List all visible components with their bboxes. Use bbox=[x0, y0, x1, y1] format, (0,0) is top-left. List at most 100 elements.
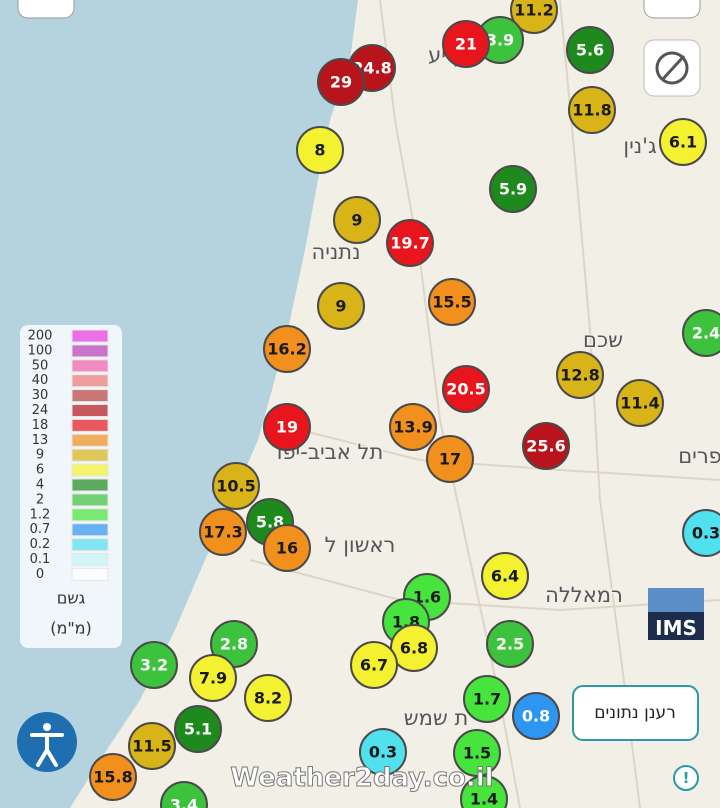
station-value: 25.6 bbox=[526, 437, 565, 456]
station-value: 29 bbox=[330, 73, 352, 92]
legend-swatch bbox=[71, 374, 109, 388]
station-marker bbox=[244, 674, 292, 722]
station-value: 11.5 bbox=[132, 737, 171, 756]
station-value: 2.5 bbox=[496, 635, 524, 654]
legend-swatch bbox=[71, 463, 109, 477]
legend-swatch bbox=[71, 433, 109, 447]
station-value: 17.3 bbox=[203, 523, 242, 542]
station-marker bbox=[426, 435, 474, 483]
station-marker bbox=[333, 196, 381, 244]
station-marker bbox=[442, 20, 490, 68]
station-marker bbox=[89, 753, 137, 801]
station-marker bbox=[522, 422, 570, 470]
station-marker bbox=[616, 379, 664, 427]
station-value: 9 bbox=[335, 297, 346, 316]
station-marker bbox=[359, 728, 407, 776]
station-value: 7.9 bbox=[199, 669, 227, 688]
station-marker bbox=[566, 26, 614, 74]
station-value: 8 bbox=[314, 141, 325, 160]
legend-title: גשם bbox=[57, 589, 86, 608]
station-marker bbox=[130, 641, 178, 689]
station-marker bbox=[682, 309, 720, 357]
station-value: 12.8 bbox=[560, 366, 599, 385]
legend-label: 13 bbox=[32, 433, 49, 448]
place-label: שכם bbox=[583, 328, 623, 352]
legend-swatch bbox=[71, 448, 109, 462]
top-button[interactable] bbox=[643, 0, 701, 19]
station-value: 19 bbox=[276, 418, 298, 437]
station-value: 1.5 bbox=[463, 744, 491, 763]
station-value: 15.8 bbox=[93, 768, 132, 787]
legend-swatch bbox=[71, 329, 109, 343]
station-marker bbox=[390, 624, 438, 672]
legend-swatch bbox=[71, 359, 109, 373]
station-value: 6.4 bbox=[491, 567, 519, 586]
station-value: 6.8 bbox=[400, 639, 428, 658]
station-marker bbox=[263, 524, 311, 572]
legend-label: 30 bbox=[32, 388, 49, 403]
station-marker bbox=[460, 775, 508, 808]
station-value: 6.7 bbox=[360, 656, 388, 675]
station-marker bbox=[659, 118, 707, 166]
station-marker bbox=[442, 365, 490, 413]
station-marker bbox=[296, 126, 344, 174]
legend-label: 24 bbox=[32, 403, 49, 418]
legend-label: 40 bbox=[32, 373, 49, 388]
watermark: Weather2day.co.il bbox=[230, 763, 493, 793]
legend-label: 0 bbox=[36, 567, 44, 582]
station-value: 16.2 bbox=[267, 340, 306, 359]
station-marker bbox=[160, 781, 208, 808]
station-marker bbox=[512, 692, 560, 740]
station-marker bbox=[174, 705, 222, 753]
legend-label: 0.2 bbox=[30, 537, 51, 552]
station-marker bbox=[556, 351, 604, 399]
station-value: 0.3 bbox=[369, 743, 397, 762]
station-value: 1.6 bbox=[413, 588, 441, 607]
menu-button[interactable] bbox=[17, 0, 75, 19]
station-marker bbox=[350, 641, 398, 689]
legend-swatch bbox=[71, 567, 109, 581]
place-label: פרים bbox=[678, 444, 720, 468]
station-value: 3.9 bbox=[486, 31, 514, 50]
station-marker bbox=[199, 508, 247, 556]
station-value: 2.8 bbox=[220, 635, 248, 654]
station-value: 5.6 bbox=[576, 41, 604, 60]
legend-label: 0.1 bbox=[30, 552, 51, 567]
station-marker bbox=[510, 0, 558, 34]
accessibility-button[interactable] bbox=[17, 712, 77, 772]
logo-text: IMS bbox=[655, 616, 697, 640]
info-button[interactable]: ! bbox=[673, 765, 699, 791]
legend-swatch bbox=[71, 553, 109, 566]
legend-label: 2 bbox=[36, 492, 44, 507]
station-marker bbox=[128, 722, 176, 770]
station-value: 19.7 bbox=[390, 234, 429, 253]
station-marker bbox=[263, 325, 311, 373]
legend-label: 50 bbox=[32, 358, 49, 373]
station-value: 13.9 bbox=[393, 418, 432, 437]
station-value: 0.8 bbox=[522, 707, 550, 726]
station-marker bbox=[481, 552, 529, 600]
station-value: 16 bbox=[276, 539, 298, 558]
refresh-label[interactable]: רענן נתונים bbox=[594, 703, 676, 723]
place-label: ראשון ל bbox=[325, 533, 396, 557]
layers-button[interactable] bbox=[643, 39, 701, 97]
station-marker bbox=[428, 278, 476, 326]
place-label: ג'נין bbox=[623, 134, 657, 158]
refresh-button[interactable]: רענן נתונים bbox=[572, 685, 699, 741]
station-value: 10.5 bbox=[216, 477, 255, 496]
legend-label: 200 bbox=[28, 329, 53, 344]
legend-swatch bbox=[71, 478, 109, 492]
station-value: 11.4 bbox=[620, 394, 659, 413]
station-marker bbox=[386, 219, 434, 267]
station-marker bbox=[486, 620, 534, 668]
station-value: 8.2 bbox=[254, 689, 282, 708]
legend-unit: (מ"מ) bbox=[50, 619, 92, 638]
station-value: 2.4 bbox=[692, 324, 720, 343]
legend-label: 9 bbox=[36, 448, 44, 463]
station-value: 5.9 bbox=[499, 180, 527, 199]
station-value: 17 bbox=[439, 450, 461, 469]
legend-swatch bbox=[71, 493, 109, 507]
